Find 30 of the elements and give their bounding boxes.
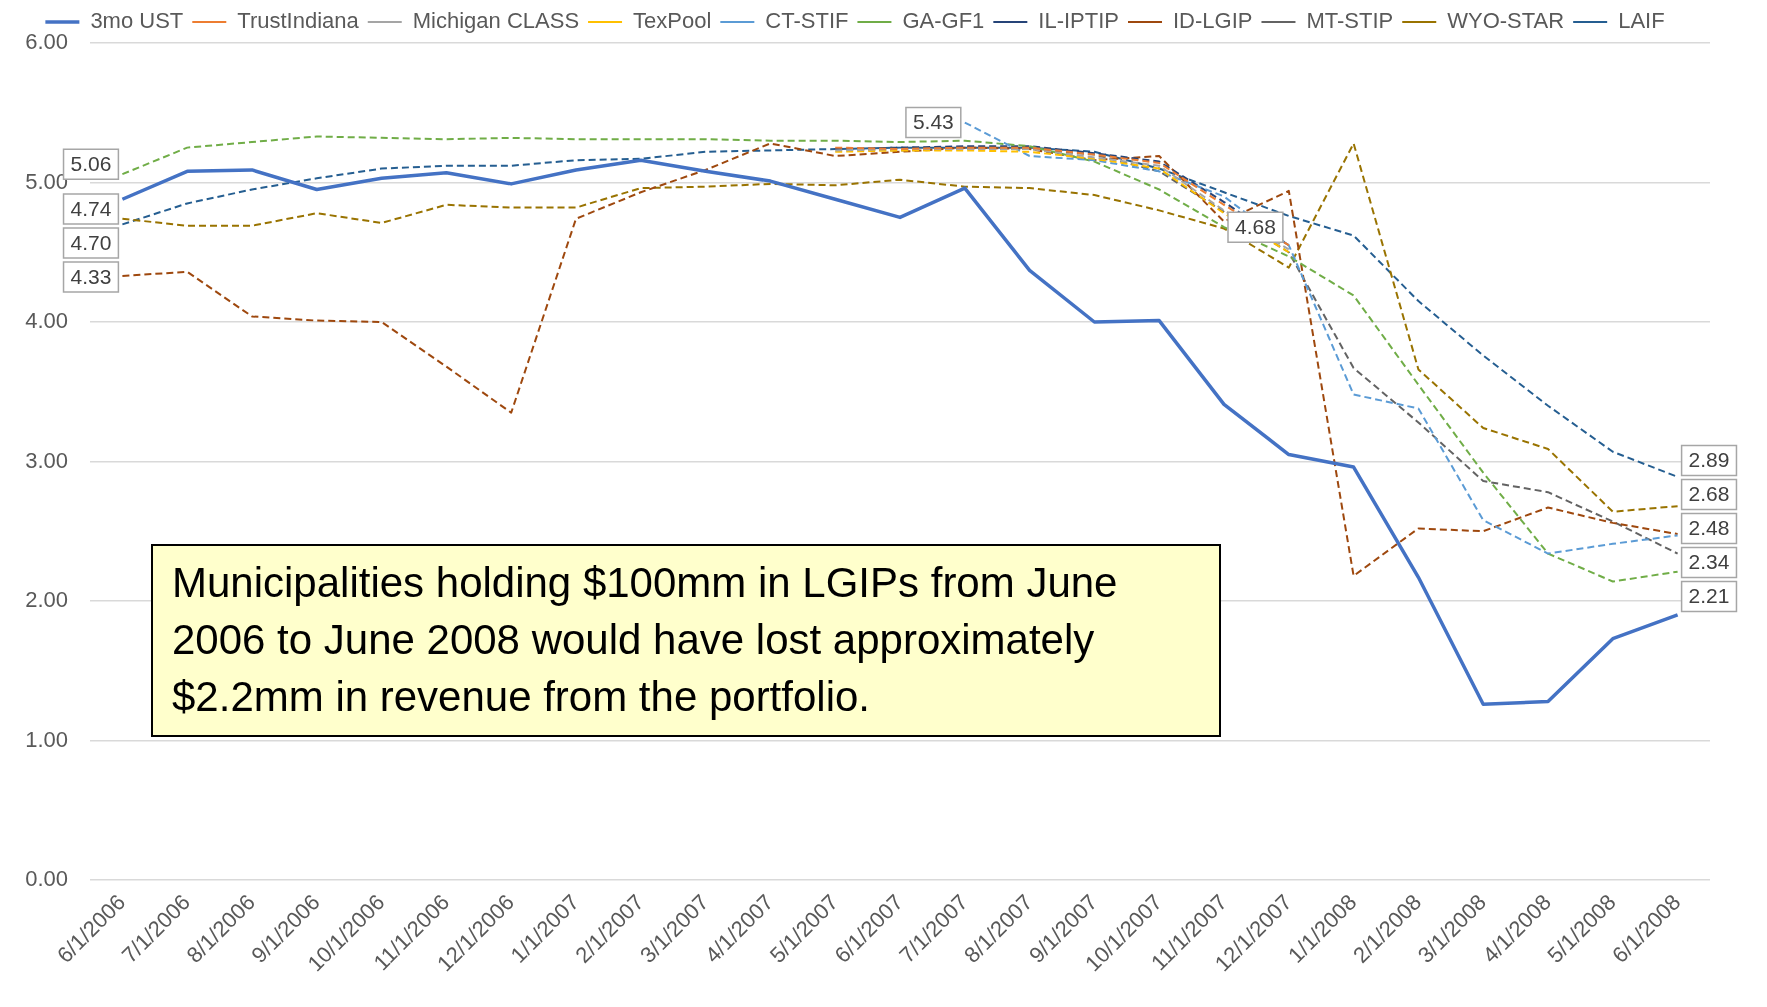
- legend-label: MT-STIP: [1306, 8, 1394, 34]
- legend-label: GA-GF1: [902, 8, 985, 34]
- data-label: 5.43: [912, 110, 954, 134]
- legend-label: LAIF: [1618, 8, 1665, 34]
- y-tick-label: 2.00: [25, 587, 68, 613]
- data-label: 2.68: [1688, 482, 1730, 506]
- y-tick-label: 3.00: [25, 447, 68, 473]
- data-label: 2.48: [1688, 516, 1730, 540]
- data-label: 4.33: [70, 264, 112, 288]
- legend-label: CT-STIF: [765, 8, 849, 34]
- legend-label: TexPool: [633, 8, 712, 34]
- y-tick-label: 0.00: [25, 866, 68, 892]
- y-tick-label: 4.00: [25, 308, 68, 334]
- legend-label: IL-IPTIP: [1038, 8, 1120, 34]
- legend-label: 3mo UST: [90, 8, 184, 34]
- y-tick-label: 6.00: [25, 29, 68, 55]
- data-label: 4.68: [1235, 214, 1276, 238]
- legend-label: TrustIndiana: [237, 8, 360, 34]
- legend-label: ID-LGIP: [1173, 8, 1253, 34]
- data-label: 2.34: [1688, 550, 1730, 574]
- data-label: 4.74: [70, 196, 112, 220]
- legend-label: WYO-STAR: [1447, 8, 1565, 34]
- data-label: 2.21: [1688, 584, 1730, 608]
- data-label: 5.06: [70, 152, 112, 176]
- data-label: 4.70: [70, 230, 112, 254]
- data-label: 2.89: [1688, 448, 1730, 472]
- annotation: Municipalities holding $100mm in LGIPs from June 2006 to June 2008 would have lost approximately $2.2mm in revenue from the portfolio.: [151, 544, 1221, 737]
- legend-label: Michigan CLASS: [412, 8, 580, 34]
- y-tick-label: 5.00: [25, 168, 68, 194]
- y-tick-label: 1.00: [25, 726, 68, 752]
